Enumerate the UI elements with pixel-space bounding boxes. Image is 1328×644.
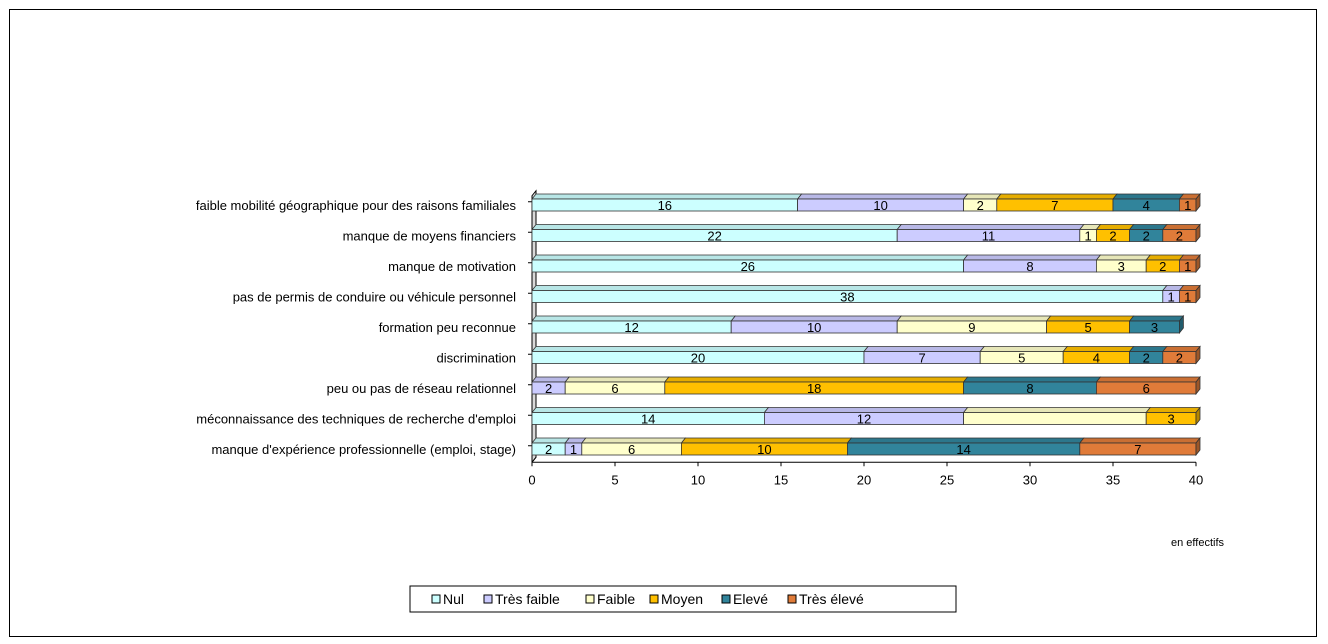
- data-label: 2: [1159, 259, 1166, 274]
- data-label: 6: [628, 442, 635, 457]
- x-axis-depth: [531, 456, 537, 463]
- x-tick-label: 10: [691, 472, 705, 487]
- bar-side: [1195, 223, 1201, 243]
- data-label: 3: [1151, 320, 1158, 335]
- legend-box: [409, 585, 957, 613]
- data-label: 2: [1143, 351, 1150, 366]
- data-label: 14: [641, 412, 655, 427]
- data-label: 18: [807, 381, 821, 396]
- chart-bars: [531, 192, 1201, 457]
- data-label: 14: [956, 442, 970, 457]
- x-tick-label: 25: [940, 472, 954, 487]
- data-label: 2: [545, 381, 552, 396]
- data-label: 2: [977, 198, 984, 213]
- category-label: méconnaissance des techniques de recherc…: [196, 412, 516, 427]
- legend-label: Nul: [443, 591, 464, 607]
- data-label: 38: [840, 290, 854, 305]
- category-label: discrimination: [437, 351, 516, 366]
- data-label: 1: [1184, 259, 1191, 274]
- x-tick-label: 15: [774, 472, 788, 487]
- category-label: manque de moyens financiers: [343, 229, 517, 244]
- data-label: 7: [1051, 198, 1058, 213]
- data-label: 4: [1093, 351, 1100, 366]
- x-tick-label: 40: [1189, 472, 1203, 487]
- data-label: 2: [1109, 229, 1116, 244]
- chart-frame: 0 5 10 15 20 25 30 35 40 faible mobilité géograph…: [9, 9, 1317, 637]
- bar-side: [1195, 436, 1201, 457]
- category-label: peu ou pas de réseau relationnel: [327, 381, 516, 396]
- data-label: 8: [1026, 259, 1033, 274]
- data-label: 11: [982, 229, 996, 244]
- bar-top: [962, 407, 1152, 413]
- category-label: pas de permis de conduire ou véhicule pe…: [233, 290, 516, 305]
- data-label: 10: [807, 320, 821, 335]
- data-label: 1: [1167, 290, 1174, 305]
- x-tick-label: 35: [1106, 472, 1120, 487]
- data-label: 2: [545, 442, 552, 457]
- data-label: 6: [1143, 381, 1150, 396]
- data-label: 1: [1184, 290, 1191, 305]
- data-label: 2: [1176, 351, 1183, 366]
- legend-label: Très faible: [495, 591, 560, 607]
- data-label: 7: [1134, 442, 1141, 457]
- bar-side: [1195, 345, 1201, 365]
- data-label: 8: [1026, 381, 1033, 396]
- x-tick-label: 5: [611, 472, 618, 487]
- bar-side: [1195, 192, 1201, 213]
- data-label: 3: [1118, 259, 1125, 274]
- data-label: 20: [691, 351, 705, 366]
- legend-swatch: [787, 594, 797, 604]
- legend-swatch: [483, 594, 493, 604]
- category-label: faible mobilité géographique pour des ra…: [196, 198, 517, 213]
- bar-side: [1195, 406, 1201, 426]
- chart-labels: 16 10 2 7 4 122 11 1 2 2 226 8 3 2 138 1 112 10 9 5 320 7 5 4 2 2…: [545, 198, 1191, 457]
- x-tick-label: 0: [528, 472, 535, 487]
- data-label: 5: [1018, 351, 1025, 366]
- category-label: manque d'expérience professionnelle (emp…: [211, 442, 516, 457]
- data-label: 3: [1167, 412, 1174, 427]
- legend-label: Elevé: [733, 591, 768, 607]
- data-label: 6: [611, 381, 618, 396]
- legend-swatch: [721, 594, 731, 604]
- legend-label: Moyen: [661, 591, 703, 607]
- data-label: 12: [857, 412, 871, 427]
- data-label: 7: [918, 351, 925, 366]
- bar-side: [1195, 284, 1201, 304]
- data-label: 10: [873, 198, 887, 213]
- data-label: 22: [707, 229, 721, 244]
- legend-swatch: [649, 594, 659, 604]
- data-label: 10: [757, 442, 771, 457]
- legend-label: Faible: [597, 591, 635, 607]
- data-label: 2: [1176, 229, 1183, 244]
- legend-swatch: [431, 594, 441, 604]
- bar-side: [1195, 253, 1201, 274]
- data-label: 26: [741, 259, 755, 274]
- data-label: 4: [1143, 198, 1150, 213]
- data-label: 1: [570, 442, 577, 457]
- data-label: 12: [624, 320, 638, 335]
- x-tick-label: 30: [1023, 472, 1037, 487]
- bar-side: [1179, 314, 1184, 335]
- category-label: manque de motivation: [388, 259, 516, 274]
- data-label: 9: [968, 320, 975, 335]
- data-label: 5: [1084, 320, 1091, 335]
- legend-label: Très élevé: [799, 591, 864, 607]
- data-label: 2: [1143, 229, 1150, 244]
- data-label: 1: [1084, 229, 1091, 244]
- legend-swatch: [585, 594, 595, 604]
- bar-side: [1195, 375, 1201, 396]
- data-label: 1: [1184, 198, 1191, 213]
- bar-segment: [963, 412, 1147, 425]
- unit-label: en effectifs: [1171, 537, 1224, 549]
- chart-legend: Nul Très faible Faible Moyen Elevé Très élevé: [409, 585, 957, 613]
- data-label: 16: [658, 198, 672, 213]
- category-label: formation peu reconnue: [379, 320, 516, 335]
- x-tick-label: 20: [857, 472, 871, 487]
